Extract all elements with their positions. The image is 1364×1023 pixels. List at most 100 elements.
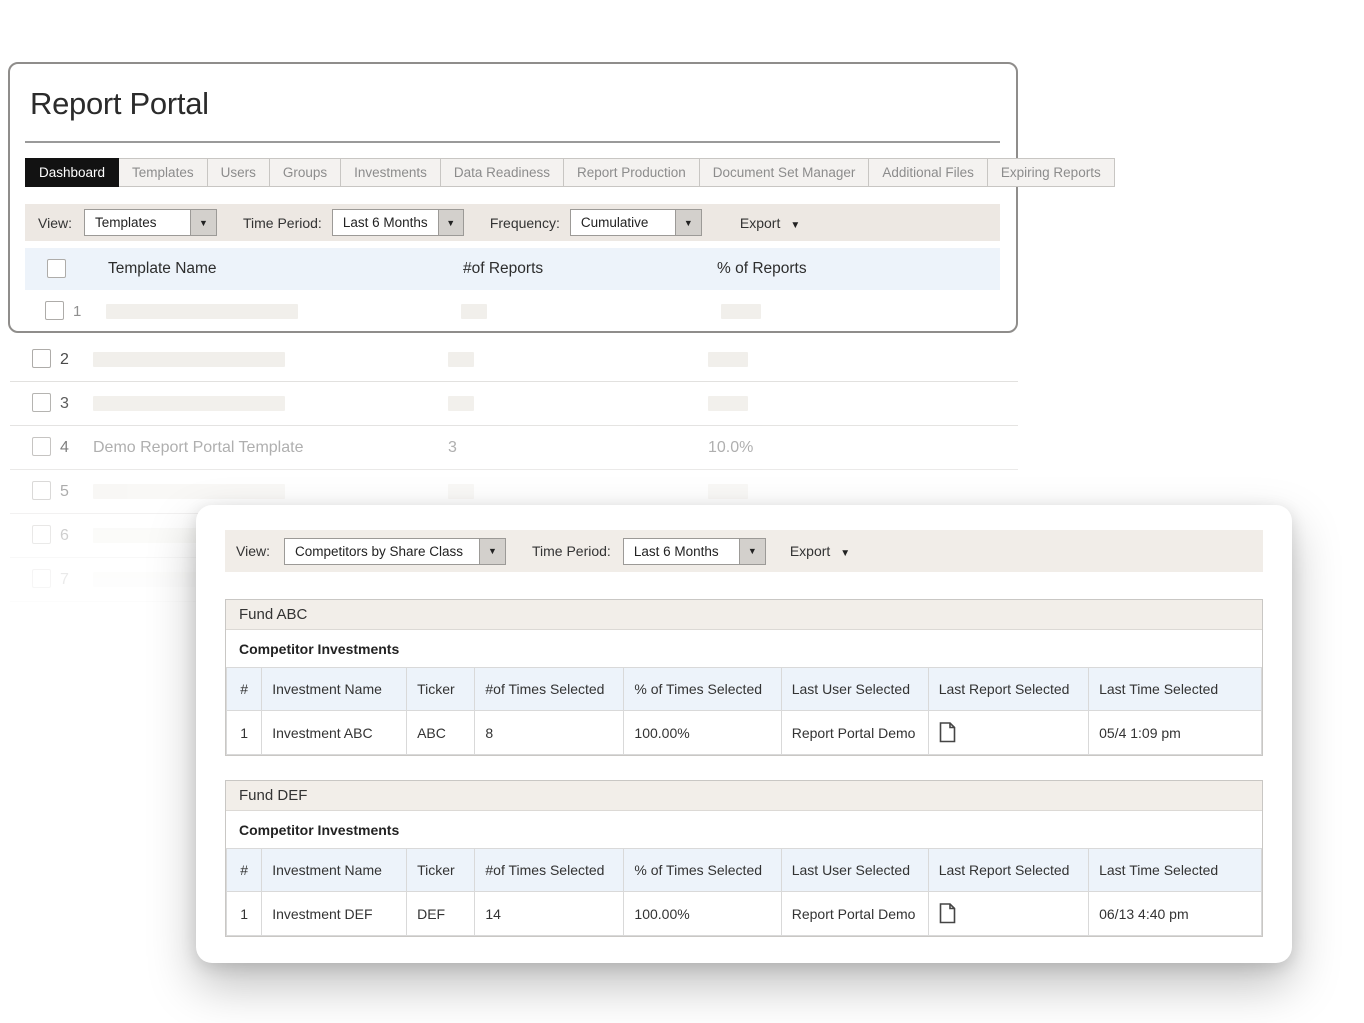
table-row[interactable]: 2	[10, 338, 1018, 382]
column-times-selected: #of Times Selected	[474, 667, 625, 711]
tab-additional-files[interactable]: Additional Files	[869, 158, 988, 187]
tab-expiring-reports[interactable]: Expiring Reports	[987, 158, 1115, 187]
last-report-cell	[927, 710, 1090, 755]
column-last-report: Last Report Selected	[927, 848, 1090, 892]
time-period-dropdown[interactable]: Last 6 Months	[331, 209, 464, 236]
times-selected-cell: 14	[474, 891, 625, 936]
placeholder-bar	[106, 304, 298, 319]
frequency-dropdown[interactable]: Cumulative	[569, 209, 702, 236]
tab-report-production[interactable]: Report Production	[563, 158, 700, 187]
page-title: Report Portal	[30, 86, 209, 121]
row-checkbox[interactable]	[32, 569, 51, 588]
chevron-down-icon	[674, 210, 701, 235]
table-header-row: # Investment Name Ticker #of Times Selec…	[225, 848, 1262, 892]
overlay-time-period-dropdown[interactable]: Last 6 Months	[622, 537, 766, 565]
chevron-down-icon	[790, 215, 800, 231]
main-toolbar: View: Templates Time Period: Last 6 Mont…	[25, 204, 1000, 241]
last-time-cell: 06/13 4:40 pm	[1088, 891, 1262, 936]
row-number: 4	[60, 438, 69, 456]
placeholder-bar	[448, 484, 474, 499]
document-icon[interactable]	[939, 903, 956, 924]
num-reports-cell: 3	[448, 438, 457, 456]
tab-document-set-manager[interactable]: Document Set Manager	[699, 158, 870, 187]
tab-investments[interactable]: Investments	[341, 158, 441, 187]
pct-reports-cell: 10.0%	[708, 438, 754, 456]
view-label: View:	[236, 543, 270, 559]
row-number: 1	[225, 891, 263, 936]
column-pct-times-selected: % of Times Selected	[623, 848, 782, 892]
row-number: 7	[60, 570, 69, 588]
column-last-user: Last User Selected	[780, 848, 929, 892]
column-investment-name: Investment Name	[261, 848, 408, 892]
template-name-cell: Demo Report Portal Template	[93, 438, 304, 456]
fund-section-subtitle: Competitor Investments	[226, 811, 1262, 848]
overlay-view-dropdown[interactable]: Competitors by Share Class	[283, 537, 506, 565]
column-pct-reports: % of Reports	[717, 260, 807, 277]
row-checkbox[interactable]	[32, 437, 51, 456]
table-header-row: # Investment Name Ticker #of Times Selec…	[225, 667, 1262, 711]
tab-groups[interactable]: Groups	[269, 158, 342, 187]
investment-name-cell: Investment ABC	[261, 710, 408, 755]
row-checkbox[interactable]	[32, 393, 51, 412]
overlay-export-button[interactable]: Export	[790, 543, 850, 559]
table-row[interactable]: 4 Demo Report Portal Template 3 10.0%	[10, 426, 1018, 470]
overlay-time-period-dropdown-value: Last 6 Months	[633, 543, 719, 559]
fund-section-subtitle: Competitor Investments	[226, 630, 1262, 667]
table-row: 1 Investment ABC ABC 8 100.00% Report Po…	[225, 710, 1262, 755]
last-time-cell: 05/4 1:09 pm	[1088, 710, 1262, 755]
row-checkbox[interactable]	[32, 349, 51, 368]
time-period-label: Time Period:	[531, 543, 611, 559]
ticker-cell: DEF	[406, 891, 476, 936]
select-all-checkbox[interactable]	[47, 259, 66, 278]
row-number: 6	[60, 526, 69, 544]
report-portal-window: Report Portal Dashboard Templates Users …	[8, 62, 1115, 333]
row-checkbox[interactable]	[32, 525, 51, 544]
table-row[interactable]: 1	[23, 290, 1000, 332]
row-checkbox[interactable]	[32, 481, 51, 500]
last-user-cell: Report Portal Demo	[780, 710, 929, 755]
placeholder-bar	[93, 484, 285, 499]
tab-users[interactable]: Users	[207, 158, 270, 187]
column-hash: #	[225, 667, 263, 711]
main-table-header: Template Name #of Reports % of Reports	[25, 248, 1000, 290]
times-selected-cell: 8	[474, 710, 625, 755]
column-num-reports: #of Reports	[463, 260, 544, 277]
row-number: 1	[225, 710, 263, 755]
placeholder-bar	[461, 304, 487, 319]
export-label: Export	[789, 543, 831, 559]
table-row[interactable]: 3	[10, 382, 1018, 426]
chevron-down-icon	[840, 543, 850, 559]
fund-section-title: Fund DEF	[226, 781, 1262, 811]
fund-section-title: Fund ABC	[226, 600, 1262, 630]
row-checkbox[interactable]	[45, 301, 64, 320]
placeholder-bar	[708, 484, 748, 499]
tab-templates[interactable]: Templates	[119, 158, 208, 187]
document-icon[interactable]	[939, 722, 956, 743]
competitor-investments-table: # Investment Name Ticker #of Times Selec…	[225, 667, 1262, 755]
main-tab-bar: Dashboard Templates Users Groups Investm…	[25, 158, 1115, 187]
column-hash: #	[225, 848, 263, 892]
overlay-view-dropdown-value: Competitors by Share Class	[294, 543, 464, 559]
chevron-down-icon	[478, 538, 505, 564]
tab-dashboard[interactable]: Dashboard	[25, 158, 120, 187]
export-label: Export	[739, 214, 781, 231]
view-dropdown-value: Templates	[94, 215, 157, 230]
time-period-label: Time Period:	[242, 214, 322, 231]
placeholder-bar	[448, 396, 474, 411]
chevron-down-icon	[437, 210, 463, 235]
overlay-toolbar: View: Competitors by Share Class Time Pe…	[225, 530, 1263, 572]
column-last-user: Last User Selected	[780, 667, 929, 711]
export-button[interactable]: Export	[740, 215, 800, 231]
placeholder-bar	[448, 352, 474, 367]
view-label: View:	[38, 214, 72, 231]
column-ticker: Ticker	[406, 848, 476, 892]
fund-def-section: Fund DEF Competitor Investments # Invest…	[225, 780, 1263, 937]
placeholder-bar	[708, 352, 748, 367]
fund-abc-section: Fund ABC Competitor Investments # Invest…	[225, 599, 1263, 756]
chevron-down-icon	[189, 210, 216, 235]
view-dropdown[interactable]: Templates	[83, 209, 217, 236]
title-divider	[25, 141, 1000, 143]
tab-data-readiness[interactable]: Data Readiness	[440, 158, 564, 187]
row-number: 1	[73, 302, 82, 320]
row-number: 5	[60, 482, 69, 500]
